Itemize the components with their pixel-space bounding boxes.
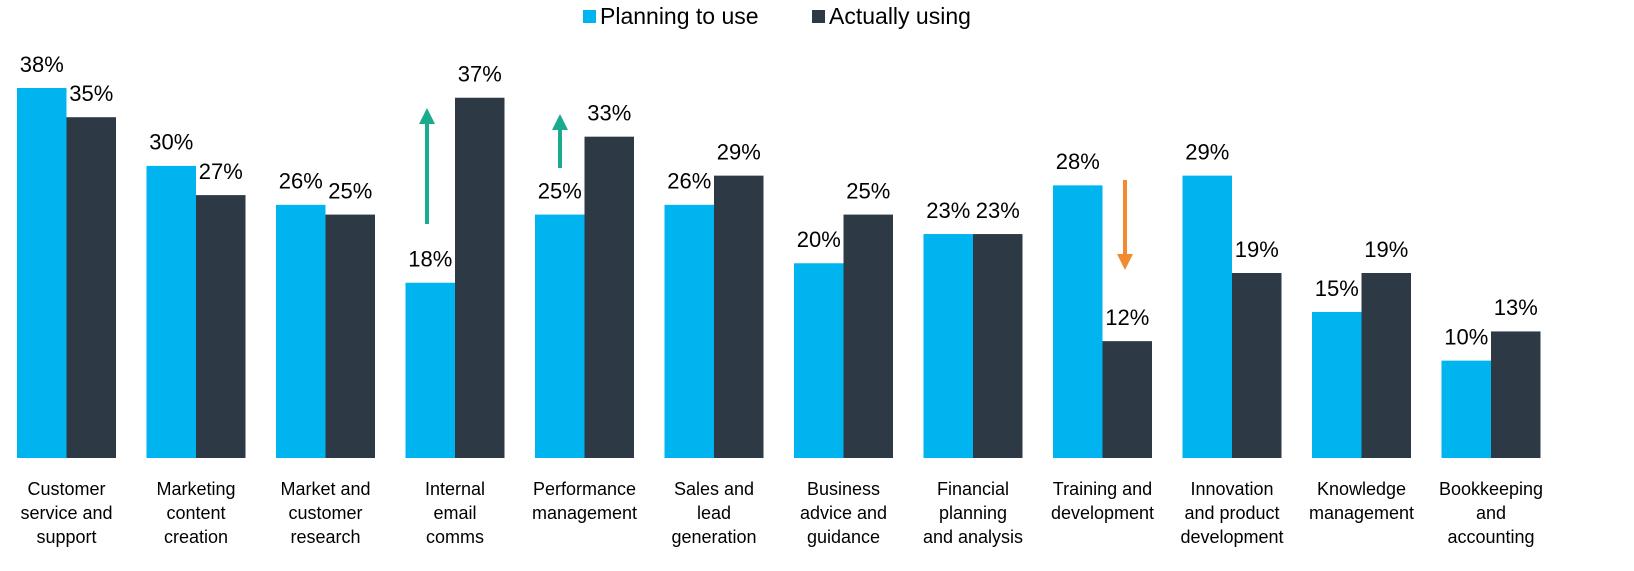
bar	[714, 175, 764, 458]
bar	[276, 204, 326, 458]
bar	[17, 88, 67, 458]
value-label: 37%	[458, 62, 502, 87]
value-label: 26%	[667, 169, 711, 194]
bar	[1232, 273, 1282, 458]
x-tick-label: Innovation and product development	[1180, 479, 1284, 547]
bar	[1053, 185, 1103, 459]
bar	[146, 165, 196, 459]
value-label: 19%	[1235, 237, 1279, 262]
value-label: 19%	[1364, 237, 1408, 262]
x-tick-label: Bookkeeping and accounting	[1438, 479, 1544, 547]
value-label: 25%	[846, 178, 890, 203]
value-label: 29%	[717, 139, 761, 164]
legend-swatch	[583, 10, 596, 23]
bar	[1182, 175, 1232, 458]
x-tick-label: Sales and lead generation	[671, 479, 757, 547]
value-label: 23%	[926, 198, 970, 223]
value-label: 28%	[1056, 149, 1100, 174]
value-label: 33%	[587, 100, 631, 125]
bar	[66, 117, 116, 459]
value-label: 23%	[976, 198, 1020, 223]
bar	[535, 214, 585, 458]
legend-label: Actually using	[829, 3, 971, 29]
bar	[843, 214, 893, 458]
value-label: 15%	[1315, 276, 1359, 301]
x-tick-label: Market and customer research	[280, 479, 371, 547]
value-label: 30%	[149, 130, 193, 155]
bar	[1441, 360, 1491, 458]
bar	[923, 234, 973, 458]
value-label: 27%	[199, 159, 243, 184]
bar	[584, 136, 634, 458]
x-tick-label: Customer service and support	[20, 479, 113, 547]
legend-label: Planning to use	[600, 3, 759, 29]
x-tick-label: Financial planning and analysis	[922, 479, 1024, 547]
bar	[1312, 311, 1362, 458]
bar	[1361, 273, 1411, 458]
bar	[973, 234, 1023, 458]
value-label: 20%	[797, 227, 841, 252]
bar	[455, 97, 505, 458]
x-tick-label: Marketing content creation	[156, 479, 236, 547]
value-label: 35%	[69, 81, 113, 106]
value-label: 25%	[538, 178, 582, 203]
bar	[405, 282, 455, 458]
x-tick-label: Internal email comms	[424, 479, 486, 547]
x-tick-label: Knowledge management	[1308, 479, 1415, 523]
value-label: 29%	[1185, 139, 1229, 164]
bar	[196, 195, 246, 458]
bar	[325, 214, 375, 458]
value-label: 26%	[279, 169, 323, 194]
value-label: 25%	[328, 178, 372, 203]
value-label: 38%	[20, 52, 64, 77]
bar	[1102, 341, 1152, 458]
bar	[664, 204, 714, 458]
value-label: 13%	[1494, 295, 1538, 320]
x-tick-label: Business advice and guidance	[799, 479, 888, 547]
legend-swatch	[812, 10, 825, 23]
bar	[794, 263, 844, 458]
value-label: 10%	[1444, 324, 1488, 349]
value-label: 18%	[408, 247, 452, 272]
value-label: 12%	[1105, 305, 1149, 330]
x-tick-label: Training and development	[1050, 479, 1155, 523]
bar	[1491, 331, 1541, 458]
x-tick-label: Performance management	[531, 479, 638, 523]
